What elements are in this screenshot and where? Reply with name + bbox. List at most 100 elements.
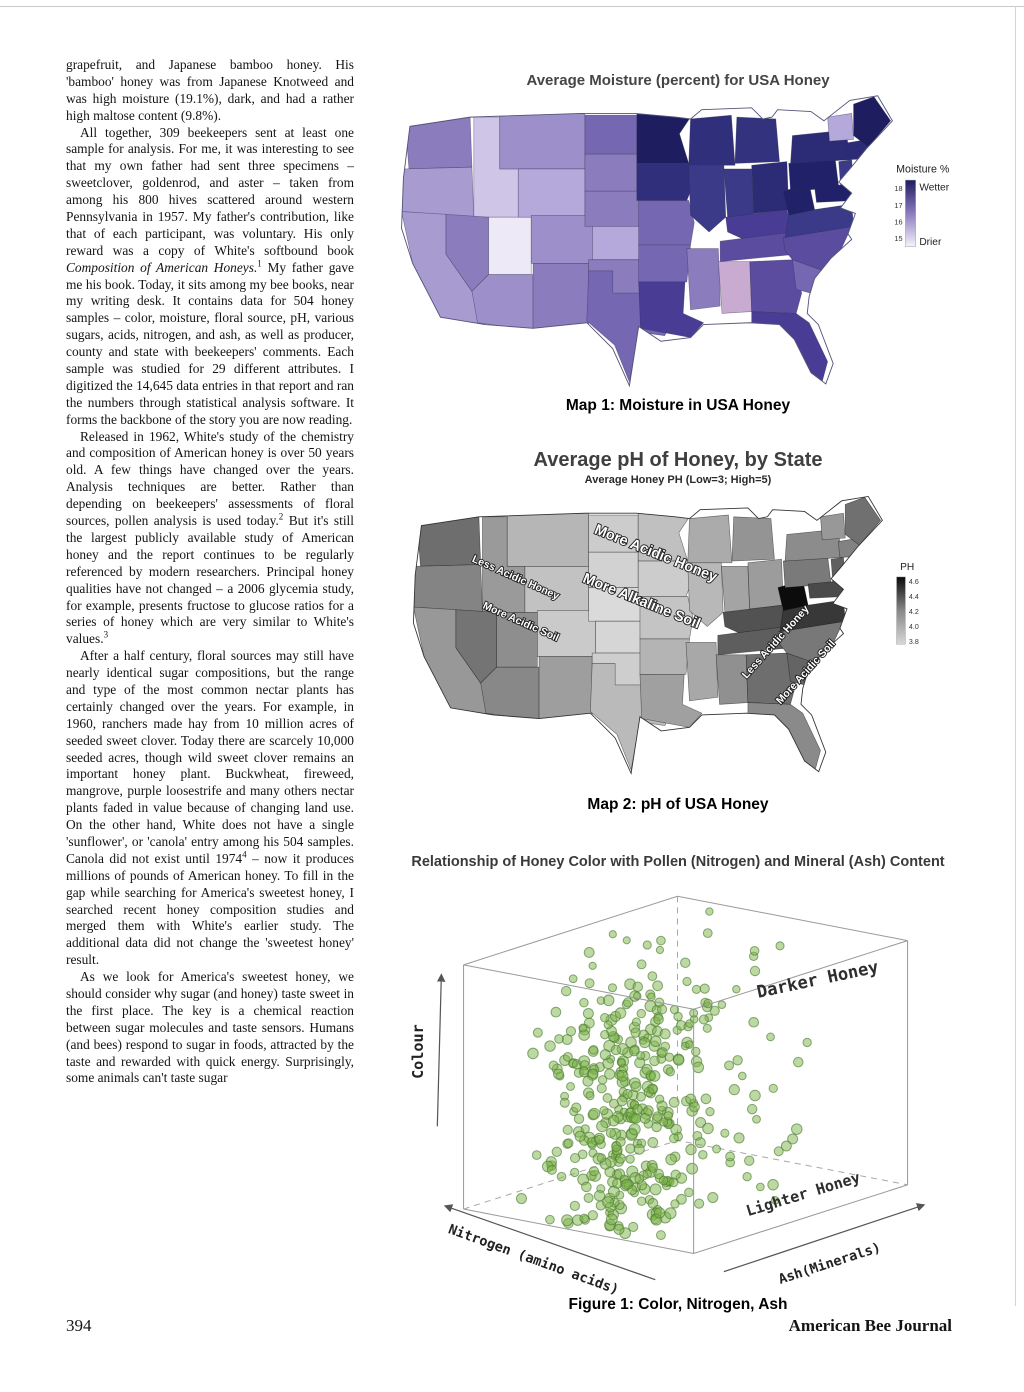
- scatter-point: [581, 1181, 592, 1193]
- scatter-points-layer: [515, 907, 812, 1241]
- scatter-point: [665, 1067, 675, 1077]
- scatter-point: [628, 1045, 640, 1057]
- scatter-point: [615, 1136, 626, 1147]
- scatter-point: [622, 997, 634, 1008]
- scatter-point: [569, 1200, 581, 1211]
- state-MO: [637, 200, 695, 246]
- scatter-point: [628, 1123, 641, 1136]
- state-MN: [635, 113, 691, 164]
- scatter-point: [636, 1091, 646, 1102]
- scatter-point: [582, 1008, 594, 1019]
- scatter-point: [531, 1150, 542, 1160]
- scatter-point: [630, 1027, 641, 1038]
- scatter-point: [587, 1068, 599, 1080]
- state-IN: [721, 566, 750, 613]
- scatter-point: [691, 1046, 701, 1057]
- legend-tick: 4.6: [909, 579, 919, 586]
- scatter-point: [657, 1047, 668, 1058]
- scatter-point: [663, 1111, 674, 1121]
- state-OH: [747, 558, 784, 610]
- scatter-point: [625, 1143, 636, 1154]
- scatter-point: [668, 1096, 680, 1108]
- scatter-point: [698, 1014, 709, 1025]
- scatter-point: [659, 1028, 671, 1040]
- body-text: – now it produces millions of pounds of …: [66, 850, 355, 968]
- scatter-point: [656, 1100, 668, 1112]
- scatter-point: [694, 1137, 706, 1149]
- article-text-column: grapefruit, and Japanese bamboo honey. H…: [66, 57, 354, 1087]
- footnote-ref-2: 2: [278, 511, 284, 522]
- state-MO: [639, 596, 694, 640]
- scatter-point: [685, 1040, 694, 1049]
- scatter-point: [588, 1107, 601, 1120]
- scatter-point: [643, 1105, 654, 1116]
- scatter-point: [527, 1047, 539, 1060]
- scatter-point: [596, 1153, 607, 1163]
- scatter-point: [616, 1069, 629, 1082]
- scatter-point: [585, 1091, 595, 1101]
- scatter-point: [578, 1023, 588, 1033]
- map1-usa-choropleth: Moisture % 18 17 16 15 Wetter Drier: [400, 95, 949, 388]
- paragraph-2: All together, 309 beekeepers sent at lea…: [66, 125, 354, 429]
- state-GA: [748, 259, 802, 314]
- state-WI: [687, 514, 733, 564]
- scatter-point: [770, 1195, 780, 1205]
- scatter-point: [749, 945, 760, 956]
- state-VTNH: [820, 512, 846, 541]
- scatter-point: [561, 1214, 574, 1227]
- state-MI: [734, 116, 780, 164]
- scatter-point: [642, 1169, 652, 1179]
- scatter-point: [634, 1174, 645, 1184]
- scatter-point: [742, 1172, 752, 1182]
- scatter-point: [775, 941, 785, 951]
- legend-title: PH: [900, 562, 914, 573]
- scatter-point: [748, 1016, 759, 1028]
- fig1-title: Relationship of Honey Color with Pollen …: [411, 854, 945, 870]
- scatter-point: [600, 1012, 610, 1023]
- scatter-point: [596, 1083, 607, 1094]
- scatter-point: [570, 1167, 580, 1178]
- paragraph-3: Released in 1962, White's study of the c…: [66, 429, 354, 649]
- scatter-point: [744, 1155, 755, 1166]
- scatter-point: [630, 1081, 642, 1093]
- scatter-point: [791, 1123, 803, 1135]
- scatter-point: [622, 1088, 633, 1100]
- journal-title: American Bee Journal: [788, 1316, 952, 1335]
- scan-edge-top: [0, 6, 1024, 7]
- scatter-point: [705, 1107, 715, 1117]
- paragraph-1: grapefruit, and Japanese bamboo honey. H…: [66, 57, 354, 125]
- scatter-point: [767, 1178, 779, 1191]
- scatter-point: [728, 1084, 740, 1096]
- body-text: As we look for America's sweetest honey,…: [66, 969, 354, 1086]
- scatter-point: [664, 1207, 677, 1220]
- scatter-point: [588, 961, 597, 970]
- scatter-point: [532, 1027, 543, 1038]
- scatter-point: [551, 1146, 562, 1158]
- colour-axis-arrow: [436, 973, 446, 1127]
- legend-drier-label: Drier: [919, 237, 942, 248]
- cube-solid-edges: [463, 895, 909, 1254]
- scatter-point: [627, 1184, 638, 1196]
- scatter-point: [565, 1026, 577, 1037]
- scatter-point: [568, 974, 578, 984]
- scatter-point: [622, 936, 631, 945]
- footnote-ref-4: 4: [242, 849, 247, 860]
- scatter-point: [607, 983, 618, 993]
- scatter3d-plot: Colour Nitrogen (amino acids) Ash(Minera…: [409, 895, 926, 1296]
- scatter-point: [732, 1055, 743, 1066]
- scatter-point: [746, 1103, 758, 1115]
- state-IL: [687, 562, 724, 627]
- scatter-point: [653, 1013, 664, 1025]
- scatter-point: [596, 1120, 609, 1133]
- state-AR: [639, 638, 690, 675]
- state-MT: [498, 113, 585, 170]
- state-MS: [685, 248, 721, 311]
- state-WY: [517, 168, 585, 218]
- map2-caption: Map 2: pH of USA Honey: [587, 796, 769, 813]
- legend-tick: 4.0: [909, 624, 919, 631]
- scatter-point: [647, 1197, 659, 1209]
- scatter-point: [582, 1075, 594, 1087]
- scatter-point: [647, 971, 658, 982]
- state-UT: [487, 216, 532, 275]
